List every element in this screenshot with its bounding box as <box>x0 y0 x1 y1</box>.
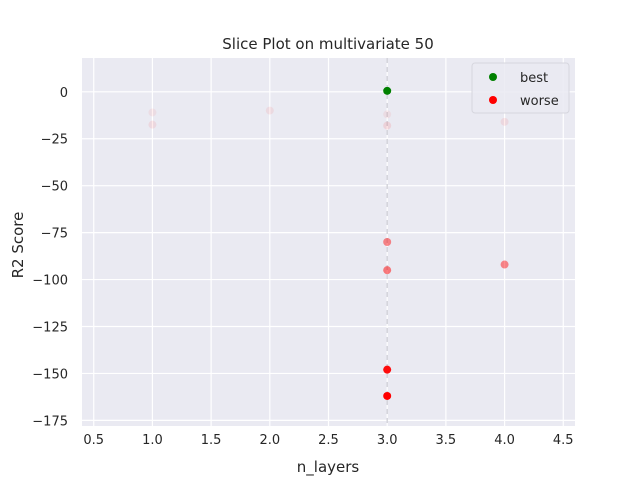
worse-point <box>265 106 274 115</box>
y-tick-label: −125 <box>32 320 68 335</box>
x-tick-label: 1.5 <box>201 433 222 448</box>
worse-point <box>148 120 157 129</box>
x-tick-label: 4.0 <box>494 433 515 448</box>
legend-label-best: best <box>520 71 548 86</box>
x-tick-label: 3.5 <box>436 433 457 448</box>
y-tick-labels: 0 −25 −50 −75 −100 −125 −150 −175 <box>32 86 68 430</box>
worse-point <box>383 110 392 119</box>
x-tick-label: 2.0 <box>259 433 280 448</box>
worse-point <box>500 117 509 126</box>
y-axis-label: R2 Score <box>9 212 27 279</box>
worse-point <box>500 260 509 269</box>
legend-marker-worse <box>489 96 497 104</box>
x-tick-label: 4.5 <box>553 433 574 448</box>
y-tick-label: −150 <box>32 367 68 382</box>
worse-point <box>383 238 392 246</box>
legend-label-worse: worse <box>520 94 559 109</box>
y-tick-label: −175 <box>32 414 68 429</box>
worse-point <box>148 108 157 117</box>
y-tick-label: −100 <box>32 274 68 289</box>
x-tick-label: 2.5 <box>318 433 339 448</box>
x-tick-label: 3.0 <box>377 433 398 448</box>
y-tick-label: −50 <box>41 180 68 195</box>
x-tick-labels: 0.5 1.0 1.5 2.0 2.5 3.0 3.5 4.0 4.5 <box>83 433 573 448</box>
y-tick-label: 0 <box>60 86 68 101</box>
worse-point <box>383 391 392 400</box>
legend: best worse <box>471 62 570 114</box>
legend-marker-best <box>489 73 497 81</box>
data-points <box>148 86 509 400</box>
x-tick-label: 0.5 <box>83 433 104 448</box>
chart-title: Slice Plot on multivariate 50 <box>222 35 434 53</box>
x-axis-label: n_layers <box>297 458 360 477</box>
y-tick-label: −75 <box>41 227 68 242</box>
y-tick-label: −25 <box>41 133 68 148</box>
worse-point <box>383 365 392 374</box>
worse-point <box>383 121 392 130</box>
x-tick-label: 1.0 <box>142 433 163 448</box>
best-point <box>383 86 392 95</box>
worse-point <box>383 266 392 275</box>
